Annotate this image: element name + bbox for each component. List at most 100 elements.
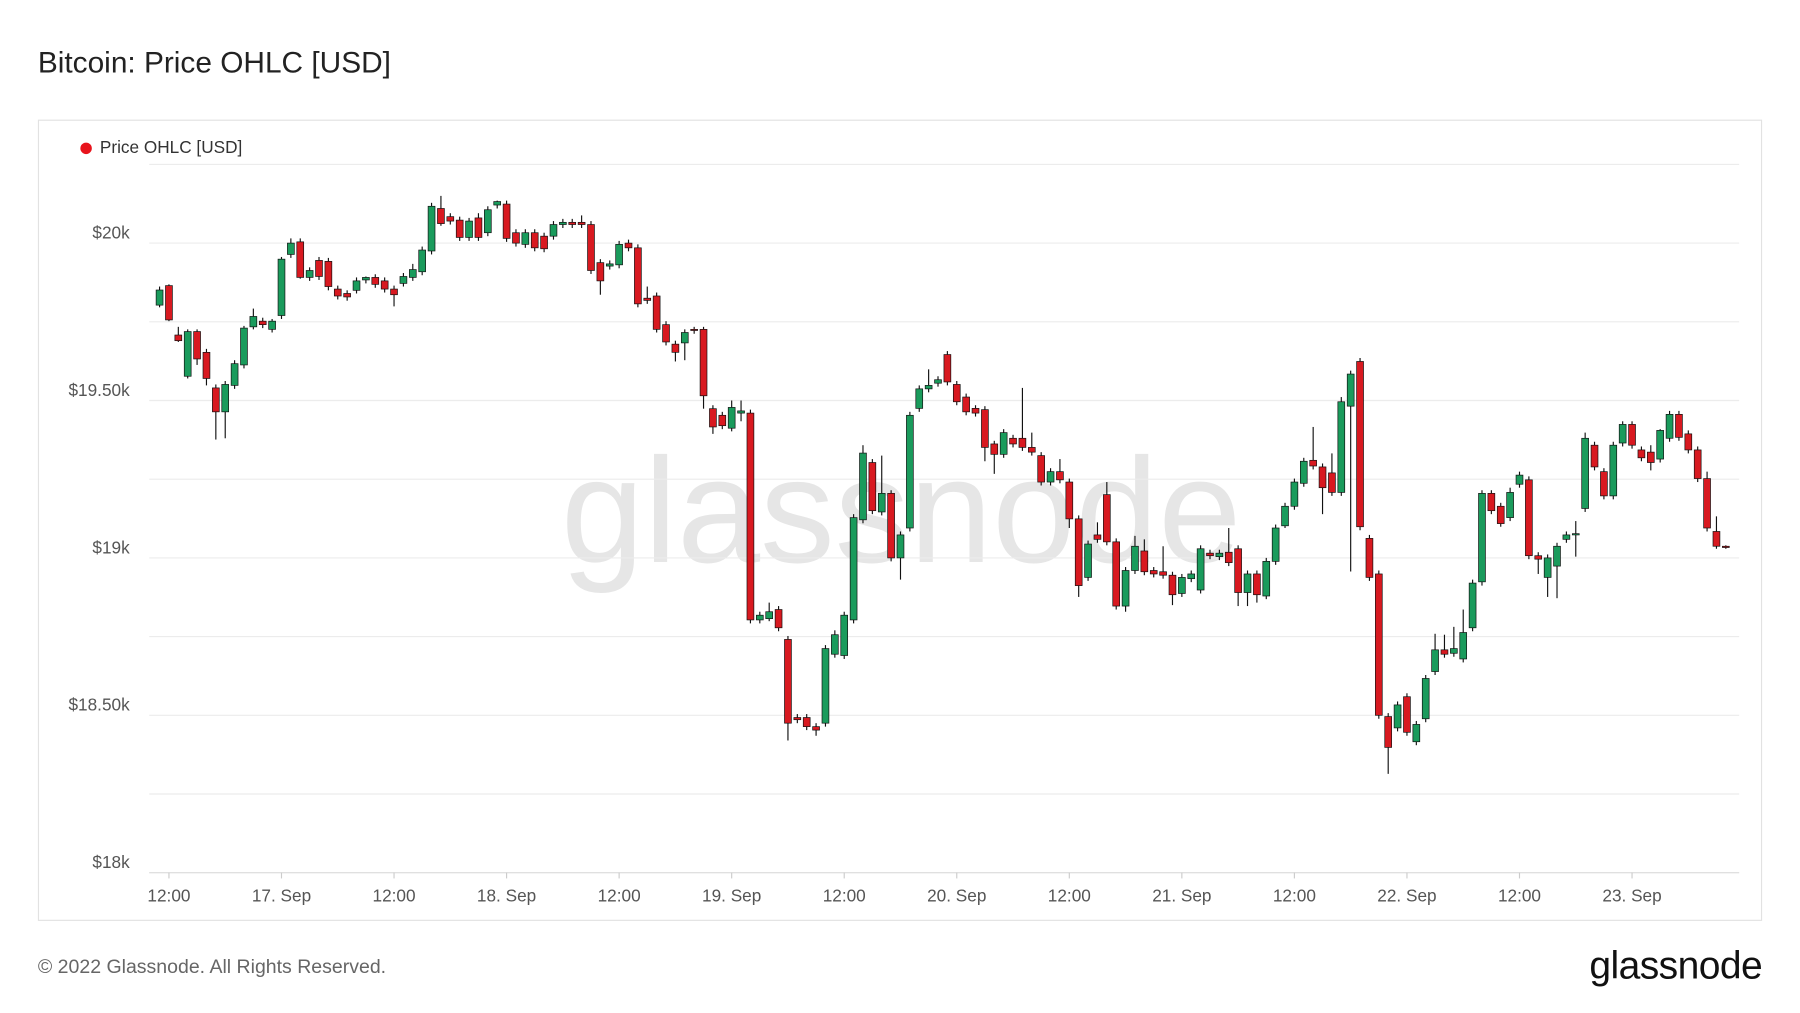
x-tick-label: 12:00 <box>1273 885 1316 905</box>
candle-body <box>183 331 192 377</box>
candle-body <box>587 224 595 271</box>
candle-body <box>634 247 642 305</box>
candle-body <box>418 249 426 273</box>
x-tick-label: 20. Sep <box>927 885 986 905</box>
candle-body <box>1121 570 1130 607</box>
candle-body <box>1637 449 1646 459</box>
candle-body <box>1693 449 1702 479</box>
candle-body <box>371 277 380 285</box>
candle-body <box>1421 678 1430 720</box>
candle-body <box>1684 433 1693 451</box>
candle-body <box>484 209 492 234</box>
candle-body <box>1487 493 1496 512</box>
candle-body <box>1703 478 1711 529</box>
candle-body <box>1224 551 1233 563</box>
candle-body <box>1553 545 1561 567</box>
candle-body <box>802 717 811 727</box>
y-tick-label: $18k <box>92 852 130 872</box>
candle-body <box>896 534 905 559</box>
candle-body <box>1534 555 1543 560</box>
candle-body <box>1187 573 1196 580</box>
candle-body <box>1450 648 1458 654</box>
candle-body <box>990 443 999 455</box>
candle-body <box>971 408 980 414</box>
candle-body <box>399 276 408 284</box>
candle-body <box>680 332 689 344</box>
candle-body <box>296 241 305 278</box>
candle-body <box>549 224 558 237</box>
candle-body <box>812 726 820 731</box>
candle-body <box>934 379 942 384</box>
candle-body <box>1647 451 1655 463</box>
candle-body <box>1403 696 1411 733</box>
candle-body <box>1131 545 1139 571</box>
candle-body <box>493 201 501 206</box>
candle-body <box>1028 447 1036 453</box>
candle-body <box>952 384 961 403</box>
candle-body <box>1299 460 1308 484</box>
candle-body <box>1525 479 1533 557</box>
x-tick-label: 12:00 <box>598 885 641 905</box>
candle-body <box>1140 550 1149 573</box>
watermark: glassnode <box>561 427 1241 594</box>
candle-body <box>1084 543 1092 578</box>
candle-body <box>1712 531 1721 547</box>
candle-body <box>1290 481 1299 507</box>
candle-body <box>352 280 361 291</box>
candle-body <box>662 324 670 343</box>
candle-body <box>1609 444 1618 497</box>
candle-body <box>540 235 548 250</box>
candle-body <box>1365 538 1374 578</box>
candle-body <box>333 288 342 297</box>
candle-body <box>1412 724 1421 743</box>
candle-body <box>165 285 173 321</box>
candle-body <box>1215 552 1224 557</box>
candle-body <box>1506 492 1514 518</box>
candle-body <box>1571 533 1580 536</box>
candle-body <box>1722 545 1730 548</box>
x-tick-label: 12:00 <box>823 885 866 905</box>
legend-label: Price OHLC [USD] <box>100 137 242 157</box>
chart-frame <box>37 119 1763 921</box>
candle-body <box>1243 573 1252 593</box>
grid: $18k $18.50k $19k $19.50k $20k 12:00 17. Sep 12… <box>68 163 1740 905</box>
candle-body <box>1149 570 1158 575</box>
candle-body <box>1281 505 1289 527</box>
candle-body <box>305 270 314 278</box>
candle-body <box>859 452 867 521</box>
candle-body <box>568 221 577 225</box>
candle-body <box>596 262 605 282</box>
x-tick-label: 12:00 <box>147 885 190 905</box>
candle-body <box>615 244 623 266</box>
candle-body <box>1309 459 1317 467</box>
y-tick-label: $19k <box>92 537 130 557</box>
x-tick-label: 12:00 <box>1498 885 1541 905</box>
candle-body <box>915 388 924 409</box>
candle-body <box>1206 552 1214 557</box>
x-tick-label: 22. Sep <box>1377 885 1436 905</box>
candle-body <box>737 410 745 414</box>
candle-body <box>1112 541 1120 607</box>
x-tick-label: 12:00 <box>1048 885 1091 905</box>
candle-body <box>605 263 614 267</box>
footer: © 2022 Glassnode. All Rights Reserved. <box>38 956 386 978</box>
candle-body <box>530 232 539 249</box>
candle-body <box>390 288 398 296</box>
candle-body <box>699 329 708 397</box>
candle-body <box>1271 527 1280 562</box>
candle-body <box>193 331 201 360</box>
x-tick-label: 18. Sep <box>477 885 536 905</box>
candle-body <box>577 221 586 225</box>
candle-body <box>887 493 895 559</box>
candle-body <box>1065 481 1074 520</box>
candle-body <box>1562 534 1571 540</box>
candle-body <box>671 343 680 353</box>
candle-body <box>1459 632 1468 660</box>
candle-body <box>362 277 370 281</box>
x-tick-label: 21. Sep <box>1152 885 1211 905</box>
candle-body <box>380 280 389 290</box>
candle-body <box>1262 561 1271 597</box>
candle-body <box>981 409 989 448</box>
candle-body <box>474 217 483 238</box>
